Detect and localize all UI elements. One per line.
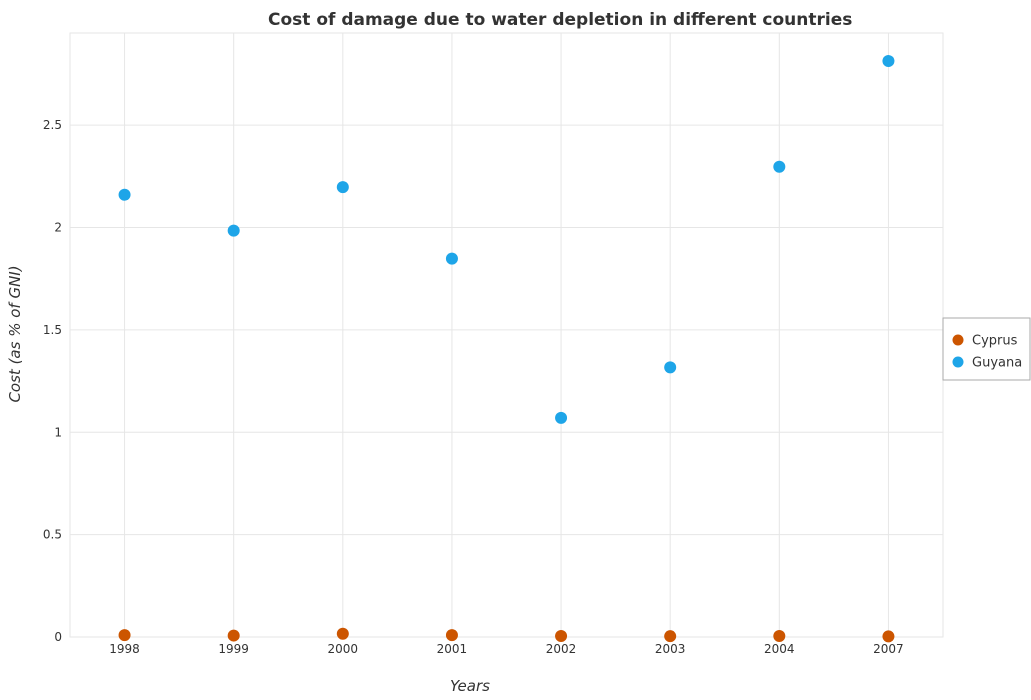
data-point-cyprus: [336, 627, 349, 640]
legend-marker-cyprus: [952, 334, 964, 346]
data-point-cyprus: [555, 629, 568, 642]
legend-marker-guyana: [952, 356, 964, 368]
x-axis-title: Years: [450, 677, 490, 695]
series-guyana: [118, 55, 895, 424]
data-point-cyprus: [445, 629, 458, 642]
y-tick-label: 2: [54, 221, 62, 235]
data-points: [118, 55, 895, 643]
data-point-cyprus: [227, 629, 240, 642]
x-tick-label: 2007: [873, 642, 904, 656]
y-axis-ticks: 0 0.5 1 1.5 2 2.5: [43, 118, 62, 644]
x-tick-label: 2000: [328, 642, 359, 656]
data-point-cyprus: [773, 629, 786, 642]
data-point-guyana: [664, 361, 677, 374]
data-point-guyana: [336, 181, 349, 194]
plot-frame: [69, 32, 944, 638]
x-tick-label: 1998: [109, 642, 140, 656]
y-tick-label: 0: [54, 630, 62, 644]
y-tick-label: 0.5: [43, 528, 62, 542]
legend: Cyprus Guyana: [942, 317, 1031, 381]
legend-label-cyprus: Cyprus: [972, 334, 1018, 349]
x-tick-label: 1999: [218, 642, 249, 656]
data-point-guyana: [773, 160, 786, 173]
chart-title: Cost of damage due to water depletion in…: [268, 10, 852, 30]
legend-label-guyana: Guyana: [972, 356, 1022, 371]
data-point-guyana: [227, 224, 240, 237]
data-point-guyana: [882, 55, 895, 68]
data-point-cyprus: [664, 630, 677, 643]
y-tick-label: 1.5: [43, 323, 62, 337]
grid: [69, 32, 944, 638]
y-tick-label: 1: [54, 425, 62, 439]
x-tick-label: 2004: [764, 642, 795, 656]
x-tick-label: 2002: [546, 642, 577, 656]
x-axis-ticks: 1998 1999 2000 2001 2002 2003 2004 2007: [109, 642, 903, 656]
data-point-guyana: [555, 411, 568, 424]
y-tick-label: 2.5: [43, 118, 62, 132]
y-axis-title: Cost (as % of GNI): [6, 265, 24, 402]
legend-box: [942, 317, 1031, 381]
data-point-cyprus: [882, 630, 895, 643]
x-tick-label: 2001: [437, 642, 468, 656]
data-point-guyana: [118, 188, 131, 201]
series-cyprus: [118, 627, 895, 643]
data-point-cyprus: [118, 629, 131, 642]
x-tick-label: 2003: [655, 642, 686, 656]
data-point-guyana: [445, 252, 458, 265]
